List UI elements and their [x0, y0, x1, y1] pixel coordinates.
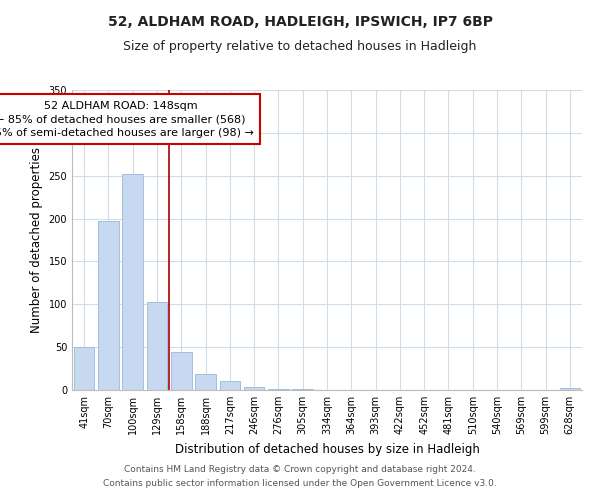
- Bar: [122, 174, 143, 390]
- Text: 52 ALDHAM ROAD: 148sqm
← 85% of detached houses are smaller (568)
15% of semi-de: 52 ALDHAM ROAD: 148sqm ← 85% of detached…: [0, 101, 254, 138]
- Bar: [560, 388, 580, 390]
- Bar: [220, 382, 240, 390]
- Bar: [98, 221, 119, 390]
- Y-axis label: Number of detached properties: Number of detached properties: [30, 147, 43, 333]
- Bar: [292, 389, 313, 390]
- X-axis label: Distribution of detached houses by size in Hadleigh: Distribution of detached houses by size …: [175, 442, 479, 456]
- Bar: [171, 352, 191, 390]
- Bar: [146, 302, 167, 390]
- Bar: [268, 389, 289, 390]
- Bar: [195, 374, 216, 390]
- Text: Contains HM Land Registry data © Crown copyright and database right 2024.
Contai: Contains HM Land Registry data © Crown c…: [103, 466, 497, 487]
- Text: Size of property relative to detached houses in Hadleigh: Size of property relative to detached ho…: [124, 40, 476, 53]
- Text: 52, ALDHAM ROAD, HADLEIGH, IPSWICH, IP7 6BP: 52, ALDHAM ROAD, HADLEIGH, IPSWICH, IP7 …: [107, 15, 493, 29]
- Bar: [74, 347, 94, 390]
- Bar: [244, 386, 265, 390]
